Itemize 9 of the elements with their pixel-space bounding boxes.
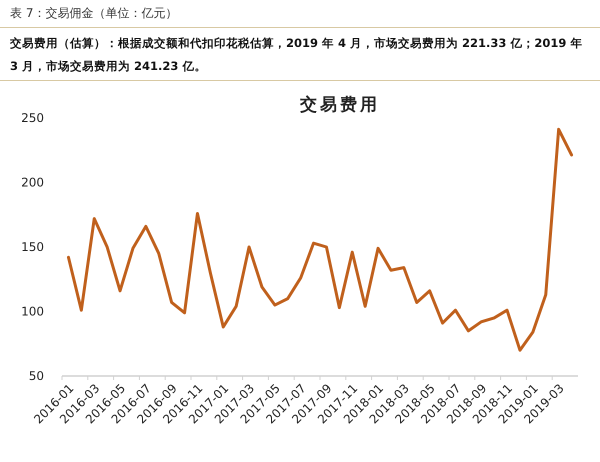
- y-tick-label: 150: [21, 240, 44, 254]
- y-tick-label: 50: [28, 369, 44, 384]
- text: 交易费用（估算）：根据成交额和代扣印花税估算，2019 年 4 月，市场交易费用为 221.33 亿；2019 年 3 月，市场交易费用为 241.23 亿。: [10, 35, 584, 75]
- chart-subtitle: 表 7：交易佣金（单位：亿元）: [10, 5, 178, 22]
- chart-title: 交易费用: [299, 95, 380, 115]
- y-tick-label: 250: [21, 111, 44, 126]
- y-tick-label: 100: [21, 304, 44, 319]
- y-tick-label: 200: [21, 176, 44, 190]
- line-series: [66, 128, 574, 352]
